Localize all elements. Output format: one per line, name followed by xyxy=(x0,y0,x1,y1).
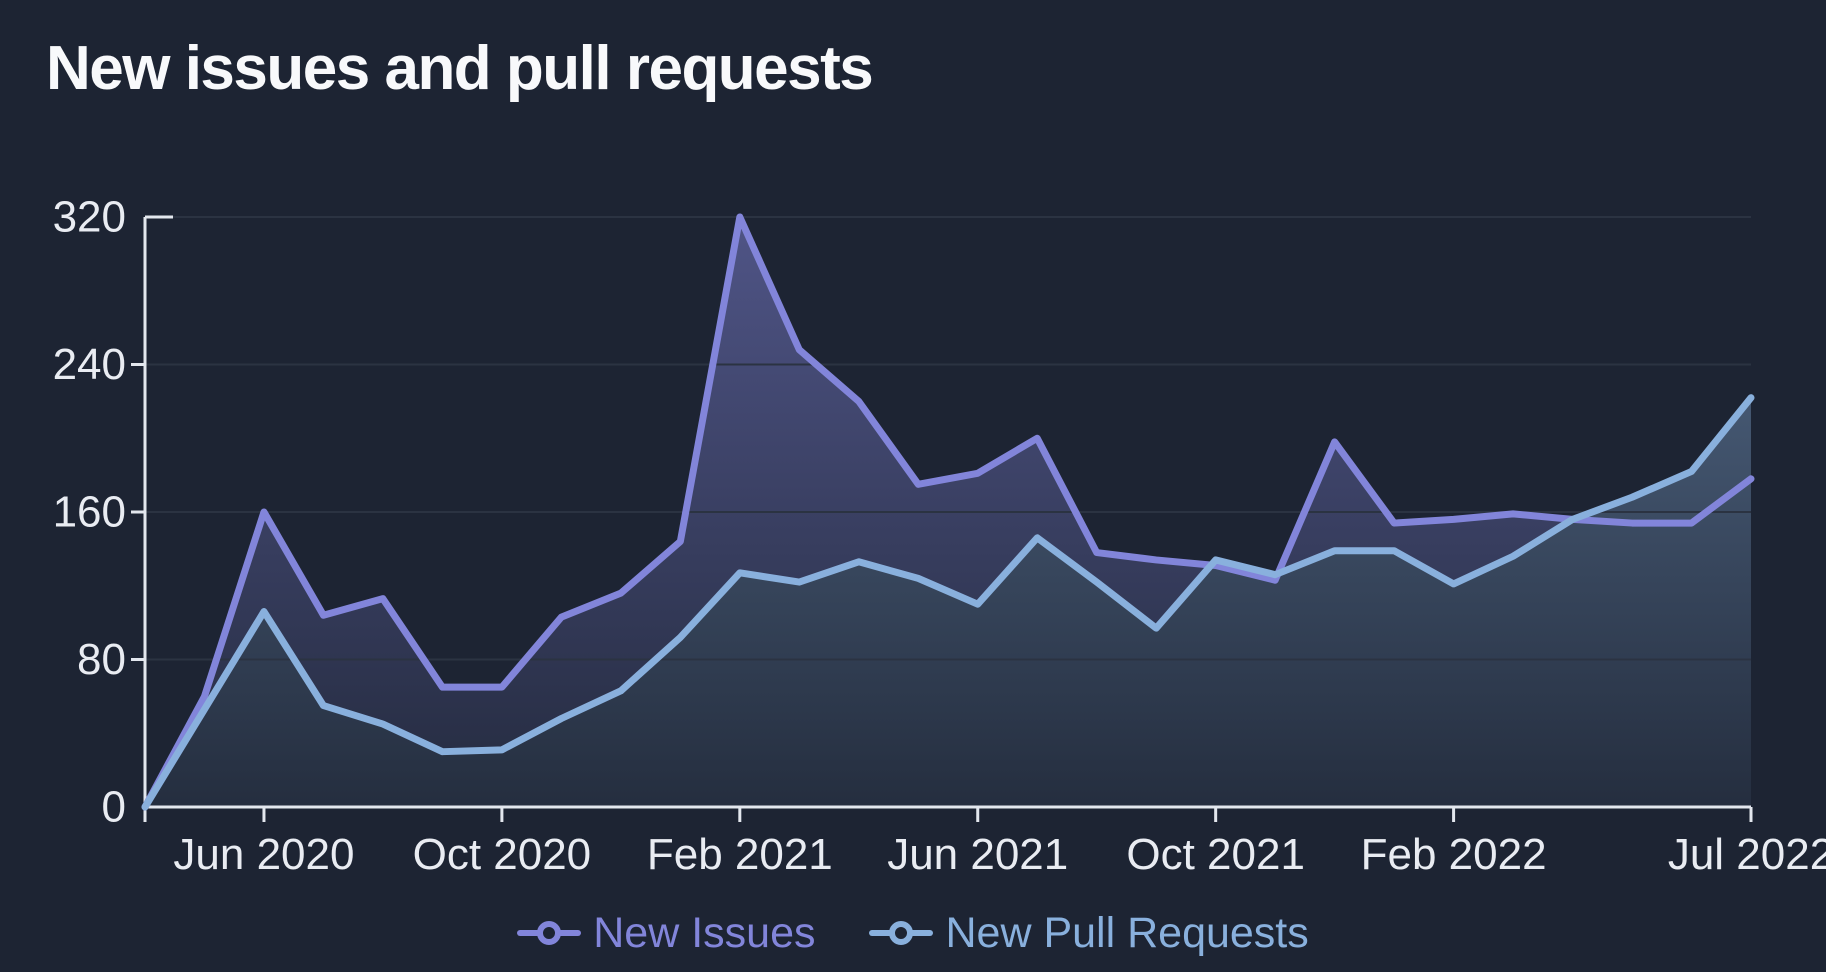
axes xyxy=(131,215,1753,822)
y-tick-label: 0 xyxy=(102,783,126,832)
legend-label: New Pull Requests xyxy=(945,908,1309,957)
legend-new-issues-marker-icon xyxy=(517,921,582,945)
x-tick-label: Jul 2022 xyxy=(1668,830,1826,879)
gridlines xyxy=(146,216,1751,661)
y-tick-label: 320 xyxy=(53,193,126,242)
y-tick-label: 80 xyxy=(77,635,126,684)
x-tick-label: Feb 2021 xyxy=(647,830,833,879)
chart-title: New issues and pull requests xyxy=(46,34,874,103)
new-pull-requests-area xyxy=(145,397,1751,807)
x-tick-label: Feb 2022 xyxy=(1361,830,1547,879)
x-tick-label: Jun 2020 xyxy=(173,830,354,879)
legend-item-new-issues[interactable]: New Issues xyxy=(517,908,816,957)
y-tick-label: 240 xyxy=(53,340,126,389)
x-tick-label: Oct 2020 xyxy=(413,830,592,879)
chart-legend: New Issues New Pull Requests xyxy=(0,903,1826,963)
x-tick-label: Jun 2021 xyxy=(887,830,1068,879)
tick-labels: 0 80 160 240 320 Jun 2020 Oct 2020 Feb 2021 Jun … xyxy=(53,193,1826,880)
y-tick-label: 160 xyxy=(53,488,126,537)
new-issues-line xyxy=(141,213,1755,811)
legend-item-new-pull-requests[interactable]: New Pull Requests xyxy=(869,908,1309,957)
legend-new-pull-requests-marker-icon xyxy=(869,921,934,945)
legend-label: New Issues xyxy=(593,908,816,957)
x-tick-label: Oct 2021 xyxy=(1126,830,1305,879)
new-pull-requests-line xyxy=(141,394,1755,811)
